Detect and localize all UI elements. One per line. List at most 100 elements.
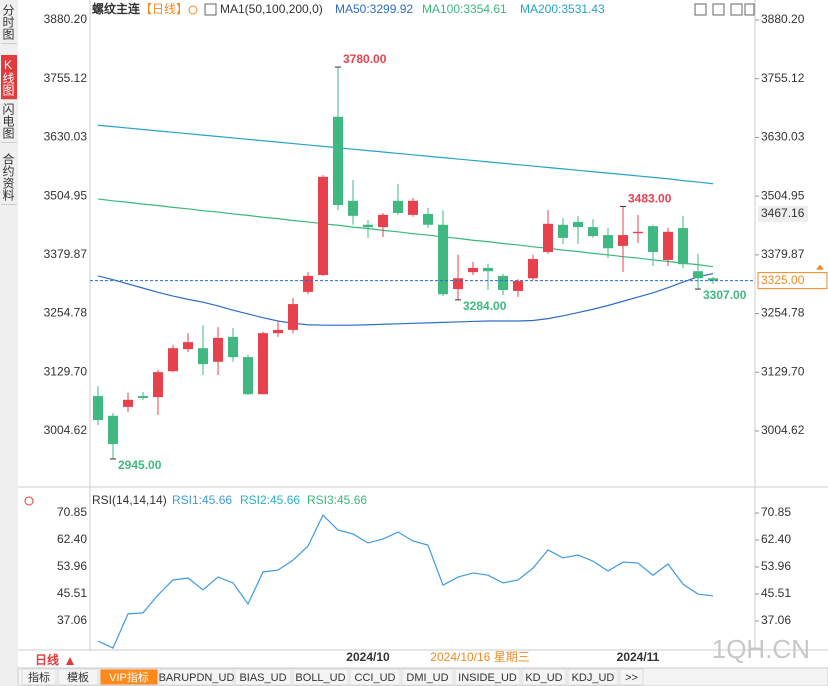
rsi-icon[interactable]	[24, 496, 34, 506]
toolbar-tab[interactable]: 模板	[67, 670, 89, 684]
y-tick-label-right: 70.85	[761, 505, 791, 519]
indicator-label: MA1(50,100,200,0)	[220, 2, 323, 16]
cursor-price-label: 3467.16	[761, 206, 805, 220]
legend-entry: RSI1:45.66	[172, 493, 232, 507]
toolbar-tab[interactable]: BARUPDN_UD	[159, 672, 235, 684]
toolbar-tab[interactable]: >>	[625, 672, 638, 684]
instrument-title: 螺纹主连	[92, 1, 141, 16]
candle-body	[123, 399, 133, 407]
toolbar-tab-bg[interactable]	[99, 668, 159, 686]
candle-body	[183, 342, 193, 350]
period-switch[interactable]: 日线	[35, 652, 59, 667]
toolbar-tab-bg[interactable]	[454, 668, 521, 686]
candle-body	[213, 337, 223, 362]
candle-body	[543, 223, 553, 252]
toolbar-tab[interactable]: VIP指标	[109, 670, 149, 684]
legend-entry: MA100:3354.61	[422, 2, 507, 16]
side-tab[interactable]: 合约资料	[1, 150, 17, 205]
legend-entry: RSI3:45.66	[307, 493, 367, 507]
legend-entry: MA50:3299.92	[335, 2, 413, 16]
period-arrow	[66, 657, 74, 665]
toolbar-tab[interactable]: BOLL_UD	[295, 672, 345, 684]
y-tick-label: 53.96	[57, 559, 87, 573]
toolbar-tab[interactable]: KD_UD	[525, 672, 562, 684]
candle-body	[678, 228, 688, 265]
toolbar-tab-bg[interactable]	[292, 668, 349, 686]
toolbar-tab-bg[interactable]	[57, 668, 99, 686]
candle-body	[408, 200, 418, 215]
period-icon[interactable]	[188, 5, 198, 15]
side-tab[interactable]: K线图	[1, 55, 17, 100]
candle-body	[663, 231, 673, 260]
indicator-icon[interactable]	[204, 3, 217, 16]
toolbar-tab[interactable]: DMI_UD	[406, 672, 448, 684]
toolbar-tab-bg[interactable]	[521, 668, 567, 686]
low-label: 3307.00	[703, 288, 747, 302]
high-label: 3483.00	[628, 192, 672, 206]
y-tick-label: 3004.62	[44, 423, 88, 437]
toolbar-tab[interactable]: 指标	[28, 670, 50, 684]
candle-body	[453, 278, 463, 290]
y-tick-label: 45.51	[57, 586, 87, 600]
candle-body	[198, 348, 208, 365]
candle-body	[468, 267, 478, 273]
watermark: 1QH.CN	[712, 634, 810, 664]
icon[interactable]	[694, 3, 707, 16]
period-label: 【日线】	[140, 2, 188, 16]
y-tick-label-right: 3504.95	[761, 188, 805, 202]
candle-body	[363, 224, 373, 228]
y-tick-label: 70.85	[57, 505, 87, 519]
series-line	[97, 198, 714, 268]
toolbar-tab[interactable]: KDJ_UD	[572, 672, 615, 684]
legend-entry: MA200:3531.43	[520, 2, 605, 16]
candle-body	[348, 200, 358, 216]
candle-body	[318, 176, 328, 275]
candle-body	[393, 200, 403, 214]
candle-body	[513, 281, 523, 291]
y-tick-label-right: 3129.70	[761, 364, 805, 378]
toolbar-tab-bg[interactable]	[619, 668, 644, 686]
high-label: 3780.00	[343, 52, 387, 66]
toolbar-tab-bg[interactable]	[21, 668, 57, 686]
y-tick-label-right: 3630.03	[761, 130, 805, 144]
y-tick-label: 3379.87	[44, 247, 88, 261]
candle-body	[423, 213, 433, 225]
y-tick-label-right: 37.06	[761, 613, 791, 627]
candle-body	[258, 333, 268, 395]
y-tick-label-right: 3379.87	[761, 247, 805, 261]
candle-body	[483, 267, 493, 272]
toolbar-tab[interactable]: CCI_UD	[355, 672, 396, 684]
low-label: 2945.00	[118, 458, 162, 472]
icon[interactable]	[730, 3, 743, 16]
toolbar-tab-bg[interactable]	[567, 668, 619, 686]
toolbar-tab-bg[interactable]	[349, 668, 401, 686]
candle-body	[153, 372, 163, 398]
rsi-title: RSI(14,14,14)	[92, 493, 167, 507]
y-tick-label: 37.06	[57, 613, 87, 627]
side-tab[interactable]: 分时图	[1, 1, 17, 44]
candle-body	[333, 116, 343, 206]
icon[interactable]	[744, 3, 755, 16]
y-tick-label-right: 45.51	[761, 586, 791, 600]
toolbar-tab[interactable]: BIAS_UD	[239, 672, 286, 684]
y-tick-label: 3755.12	[44, 71, 88, 85]
candle-body	[303, 275, 313, 292]
y-tick-label: 3129.70	[44, 364, 88, 378]
candle-body	[573, 221, 583, 228]
toolbar-tab[interactable]: INSIDE_UD	[458, 672, 517, 684]
candle-body	[618, 235, 628, 246]
toolbar-tab-bg[interactable]	[234, 668, 292, 686]
icon[interactable]	[712, 3, 725, 16]
toolbar-tab-bg[interactable]	[401, 668, 454, 686]
side-tab[interactable]: 闪电图	[1, 100, 17, 143]
last-price-label: 3325.00	[761, 273, 805, 287]
y-tick-label-right: 3254.78	[761, 306, 805, 320]
series-line	[97, 272, 714, 326]
y-tick-label: 3254.78	[44, 306, 88, 320]
candle-body	[438, 224, 448, 295]
y-tick-label-right: 3755.12	[761, 71, 805, 85]
toolbar-tab-bg[interactable]	[159, 668, 234, 686]
candle-body	[603, 235, 613, 249]
y-tick-label-right: 3004.62	[761, 423, 805, 437]
